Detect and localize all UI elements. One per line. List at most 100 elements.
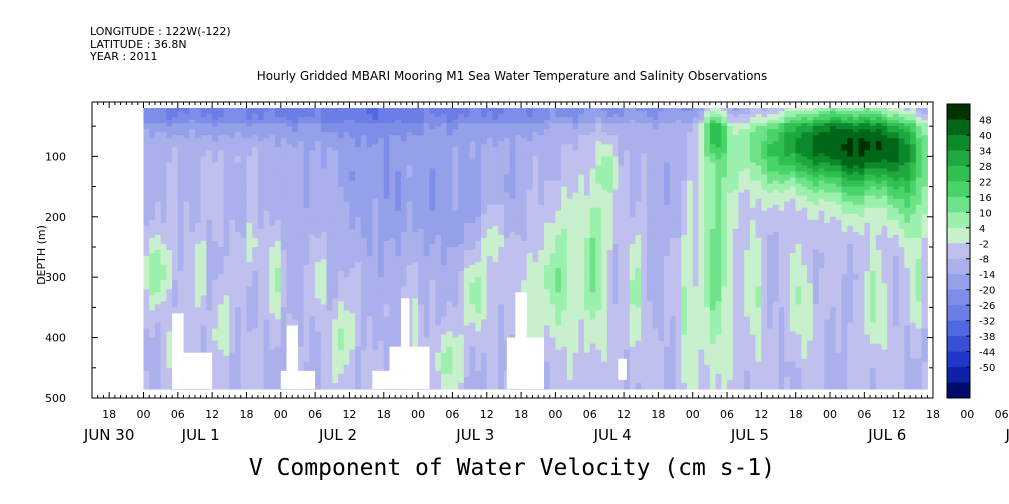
heatmap-cell bbox=[160, 219, 167, 224]
heatmap-cell bbox=[418, 132, 425, 136]
heatmap-cell bbox=[263, 376, 270, 381]
heatmap-cell bbox=[315, 129, 322, 133]
heatmap-cell bbox=[326, 129, 333, 133]
heatmap-cell bbox=[143, 319, 150, 324]
heatmap-cell bbox=[149, 123, 156, 127]
heatmap-cell bbox=[166, 316, 173, 321]
heatmap-cell bbox=[360, 129, 368, 133]
heatmap-cell bbox=[200, 346, 208, 351]
heatmap-cell bbox=[194, 147, 202, 151]
heatmap-cell bbox=[206, 168, 213, 173]
heatmap-cell bbox=[315, 259, 322, 263]
heatmap-cell bbox=[160, 141, 167, 145]
heatmap-cell bbox=[360, 256, 368, 260]
heatmap-cell bbox=[206, 250, 213, 254]
heatmap-cell bbox=[149, 159, 156, 164]
heatmap-cell bbox=[212, 222, 219, 227]
heatmap-cell bbox=[212, 337, 219, 342]
heatmap-cell bbox=[149, 331, 156, 336]
heatmap-cell bbox=[366, 171, 373, 176]
heatmap-cell bbox=[160, 201, 167, 206]
heatmap-cell bbox=[206, 292, 213, 296]
heatmap-cell bbox=[309, 316, 316, 321]
heatmap-cell bbox=[400, 240, 408, 245]
heatmap-cell bbox=[297, 265, 305, 269]
heatmap-cell bbox=[212, 177, 219, 182]
heatmap-cell bbox=[189, 165, 196, 170]
heatmap-cell bbox=[257, 358, 265, 363]
heatmap-cell bbox=[429, 195, 436, 200]
heatmap-cell bbox=[372, 174, 379, 179]
heatmap-cell bbox=[292, 265, 299, 269]
heatmap-cell bbox=[280, 126, 288, 130]
heatmap-cell bbox=[378, 216, 385, 221]
heatmap-cell bbox=[326, 132, 333, 136]
heatmap-cell bbox=[406, 340, 413, 345]
heatmap-cell bbox=[349, 111, 356, 115]
heatmap-cell bbox=[446, 292, 454, 296]
heatmap-cell bbox=[303, 138, 310, 142]
heatmap-cell bbox=[372, 192, 379, 197]
heatmap-cell bbox=[194, 210, 202, 215]
heatmap-cell bbox=[366, 319, 373, 324]
heatmap-cell bbox=[200, 132, 208, 136]
heatmap-cell bbox=[355, 313, 362, 318]
heatmap-cell bbox=[297, 201, 305, 206]
heatmap-cell bbox=[315, 159, 322, 164]
heatmap-cell bbox=[240, 174, 248, 179]
heatmap-cell bbox=[366, 340, 373, 345]
heatmap-cell bbox=[383, 367, 391, 372]
heatmap-cell bbox=[423, 138, 431, 142]
heatmap-cell bbox=[372, 225, 379, 230]
heatmap-cell bbox=[332, 337, 339, 342]
heatmap-cell bbox=[435, 210, 442, 215]
heatmap-cell bbox=[349, 382, 356, 387]
heatmap-cell bbox=[395, 234, 402, 239]
heatmap-cell bbox=[252, 108, 259, 112]
heatmap-cell bbox=[229, 379, 236, 384]
heatmap-cell bbox=[309, 259, 316, 263]
heatmap-cell bbox=[440, 337, 448, 342]
heatmap-cell bbox=[389, 135, 396, 139]
heatmap-cell bbox=[320, 144, 328, 148]
heatmap-cell bbox=[303, 237, 310, 242]
heatmap-cell bbox=[395, 231, 402, 236]
heatmap-cell bbox=[200, 114, 208, 118]
heatmap-cell bbox=[166, 111, 173, 115]
heatmap-cell bbox=[383, 147, 391, 151]
heatmap-cell bbox=[194, 274, 202, 278]
heatmap-cell bbox=[189, 171, 196, 176]
heatmap-cell bbox=[246, 349, 253, 354]
heatmap-cell bbox=[315, 304, 322, 308]
heatmap-cell bbox=[172, 177, 179, 182]
heatmap-cell bbox=[252, 370, 259, 375]
heatmap-cell bbox=[160, 316, 167, 321]
heatmap-cell bbox=[240, 301, 248, 305]
heatmap-cell bbox=[154, 262, 162, 266]
heatmap-cell bbox=[378, 231, 385, 236]
heatmap-cell bbox=[320, 123, 328, 127]
heatmap-cell bbox=[395, 307, 402, 312]
heatmap-cell bbox=[309, 234, 316, 239]
heatmap-cell bbox=[332, 274, 339, 278]
heatmap-cell bbox=[263, 129, 270, 133]
heatmap-cell bbox=[257, 147, 265, 151]
heatmap-cell bbox=[297, 129, 305, 133]
heatmap-cell bbox=[223, 256, 230, 260]
heatmap-cell bbox=[412, 201, 419, 206]
heatmap-cell bbox=[160, 337, 167, 342]
heatmap-cell bbox=[172, 280, 179, 284]
heatmap-cell bbox=[315, 250, 322, 254]
heatmap-cell bbox=[240, 265, 248, 269]
heatmap-cell bbox=[435, 304, 442, 308]
heatmap-cell bbox=[378, 367, 385, 372]
heatmap-cell bbox=[263, 135, 270, 139]
heatmap-cell bbox=[292, 108, 299, 112]
heatmap-cell bbox=[263, 331, 270, 336]
heatmap-cell bbox=[389, 207, 396, 212]
heatmap-cell bbox=[320, 117, 328, 121]
heatmap-cell bbox=[418, 250, 425, 254]
heatmap-cell bbox=[400, 111, 408, 115]
heatmap-cell bbox=[389, 180, 396, 185]
heatmap-cell bbox=[372, 183, 379, 188]
